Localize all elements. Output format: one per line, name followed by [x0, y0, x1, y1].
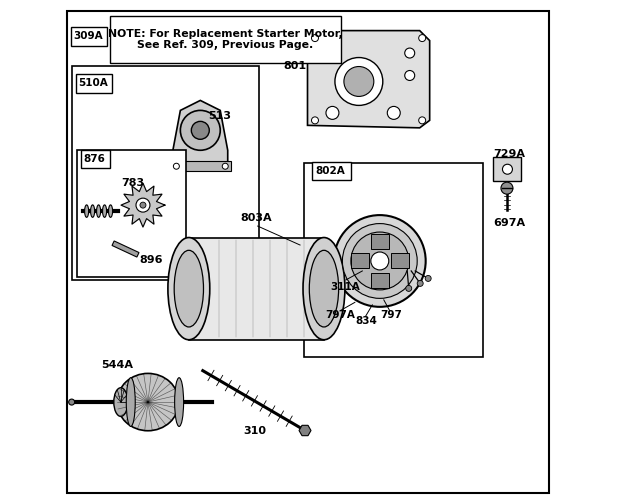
Ellipse shape [168, 238, 210, 340]
Circle shape [351, 232, 409, 290]
Text: 311A: 311A [330, 282, 360, 292]
Bar [371, 234, 389, 248]
Bar [189, 238, 324, 340]
Text: 510A: 510A [78, 78, 108, 88]
Polygon shape [299, 426, 311, 436]
Polygon shape [121, 183, 165, 227]
Ellipse shape [126, 378, 135, 426]
Bar [71, 26, 107, 46]
Bar [76, 74, 112, 93]
Text: 309A: 309A [73, 30, 103, 40]
Ellipse shape [91, 205, 95, 218]
Ellipse shape [175, 378, 184, 426]
Text: NOTE: For Replacement Starter Motor,
See Ref. 309, Previous Page.: NOTE: For Replacement Starter Motor, See… [108, 29, 343, 50]
Text: 803A: 803A [240, 212, 272, 222]
Circle shape [136, 198, 150, 212]
Circle shape [180, 110, 220, 150]
Circle shape [418, 117, 426, 124]
Circle shape [388, 106, 401, 120]
Text: 801: 801 [283, 60, 306, 70]
Circle shape [502, 164, 513, 174]
Circle shape [311, 117, 319, 124]
Ellipse shape [84, 205, 89, 218]
Bar [304, 162, 482, 357]
Bar [351, 254, 369, 268]
Ellipse shape [102, 205, 107, 218]
Text: 834: 834 [355, 316, 377, 326]
Text: 697A: 697A [494, 218, 526, 228]
Circle shape [326, 106, 339, 120]
Polygon shape [112, 241, 139, 257]
Text: 896: 896 [140, 255, 163, 265]
Bar [72, 66, 259, 280]
Text: 783: 783 [122, 178, 144, 188]
Ellipse shape [303, 238, 345, 340]
Text: 802A: 802A [315, 166, 345, 176]
Circle shape [501, 182, 513, 194]
Text: 797A: 797A [325, 310, 355, 320]
Circle shape [371, 252, 389, 270]
Bar [391, 254, 409, 268]
Ellipse shape [114, 388, 128, 416]
Bar [110, 16, 342, 63]
Ellipse shape [117, 374, 179, 430]
Bar [494, 158, 521, 181]
Bar [169, 161, 231, 171]
Bar [77, 150, 187, 278]
Ellipse shape [309, 250, 339, 327]
Ellipse shape [174, 250, 203, 327]
Circle shape [405, 48, 415, 58]
Circle shape [344, 66, 374, 96]
Text: 797: 797 [380, 310, 402, 320]
Circle shape [418, 34, 426, 42]
Circle shape [222, 163, 228, 169]
Text: 513: 513 [208, 112, 231, 122]
Circle shape [405, 70, 415, 81]
Circle shape [417, 280, 423, 286]
Circle shape [334, 215, 426, 307]
Circle shape [69, 399, 74, 405]
Text: 310: 310 [244, 426, 267, 436]
Circle shape [342, 224, 417, 298]
Text: 544A: 544A [102, 360, 133, 370]
Circle shape [335, 58, 383, 106]
Polygon shape [308, 30, 430, 128]
Circle shape [140, 202, 146, 208]
Circle shape [174, 163, 179, 169]
Circle shape [405, 286, 412, 292]
Text: eReplacementParts.com: eReplacementParts.com [158, 238, 462, 262]
Circle shape [192, 122, 210, 140]
Ellipse shape [108, 205, 113, 218]
Bar [371, 274, 389, 288]
Bar [312, 162, 352, 180]
Bar [81, 150, 110, 168]
Text: 876: 876 [83, 154, 105, 164]
Circle shape [311, 34, 319, 42]
Text: 729A: 729A [494, 150, 526, 160]
Polygon shape [173, 100, 228, 169]
Circle shape [425, 276, 431, 281]
Ellipse shape [97, 205, 100, 218]
